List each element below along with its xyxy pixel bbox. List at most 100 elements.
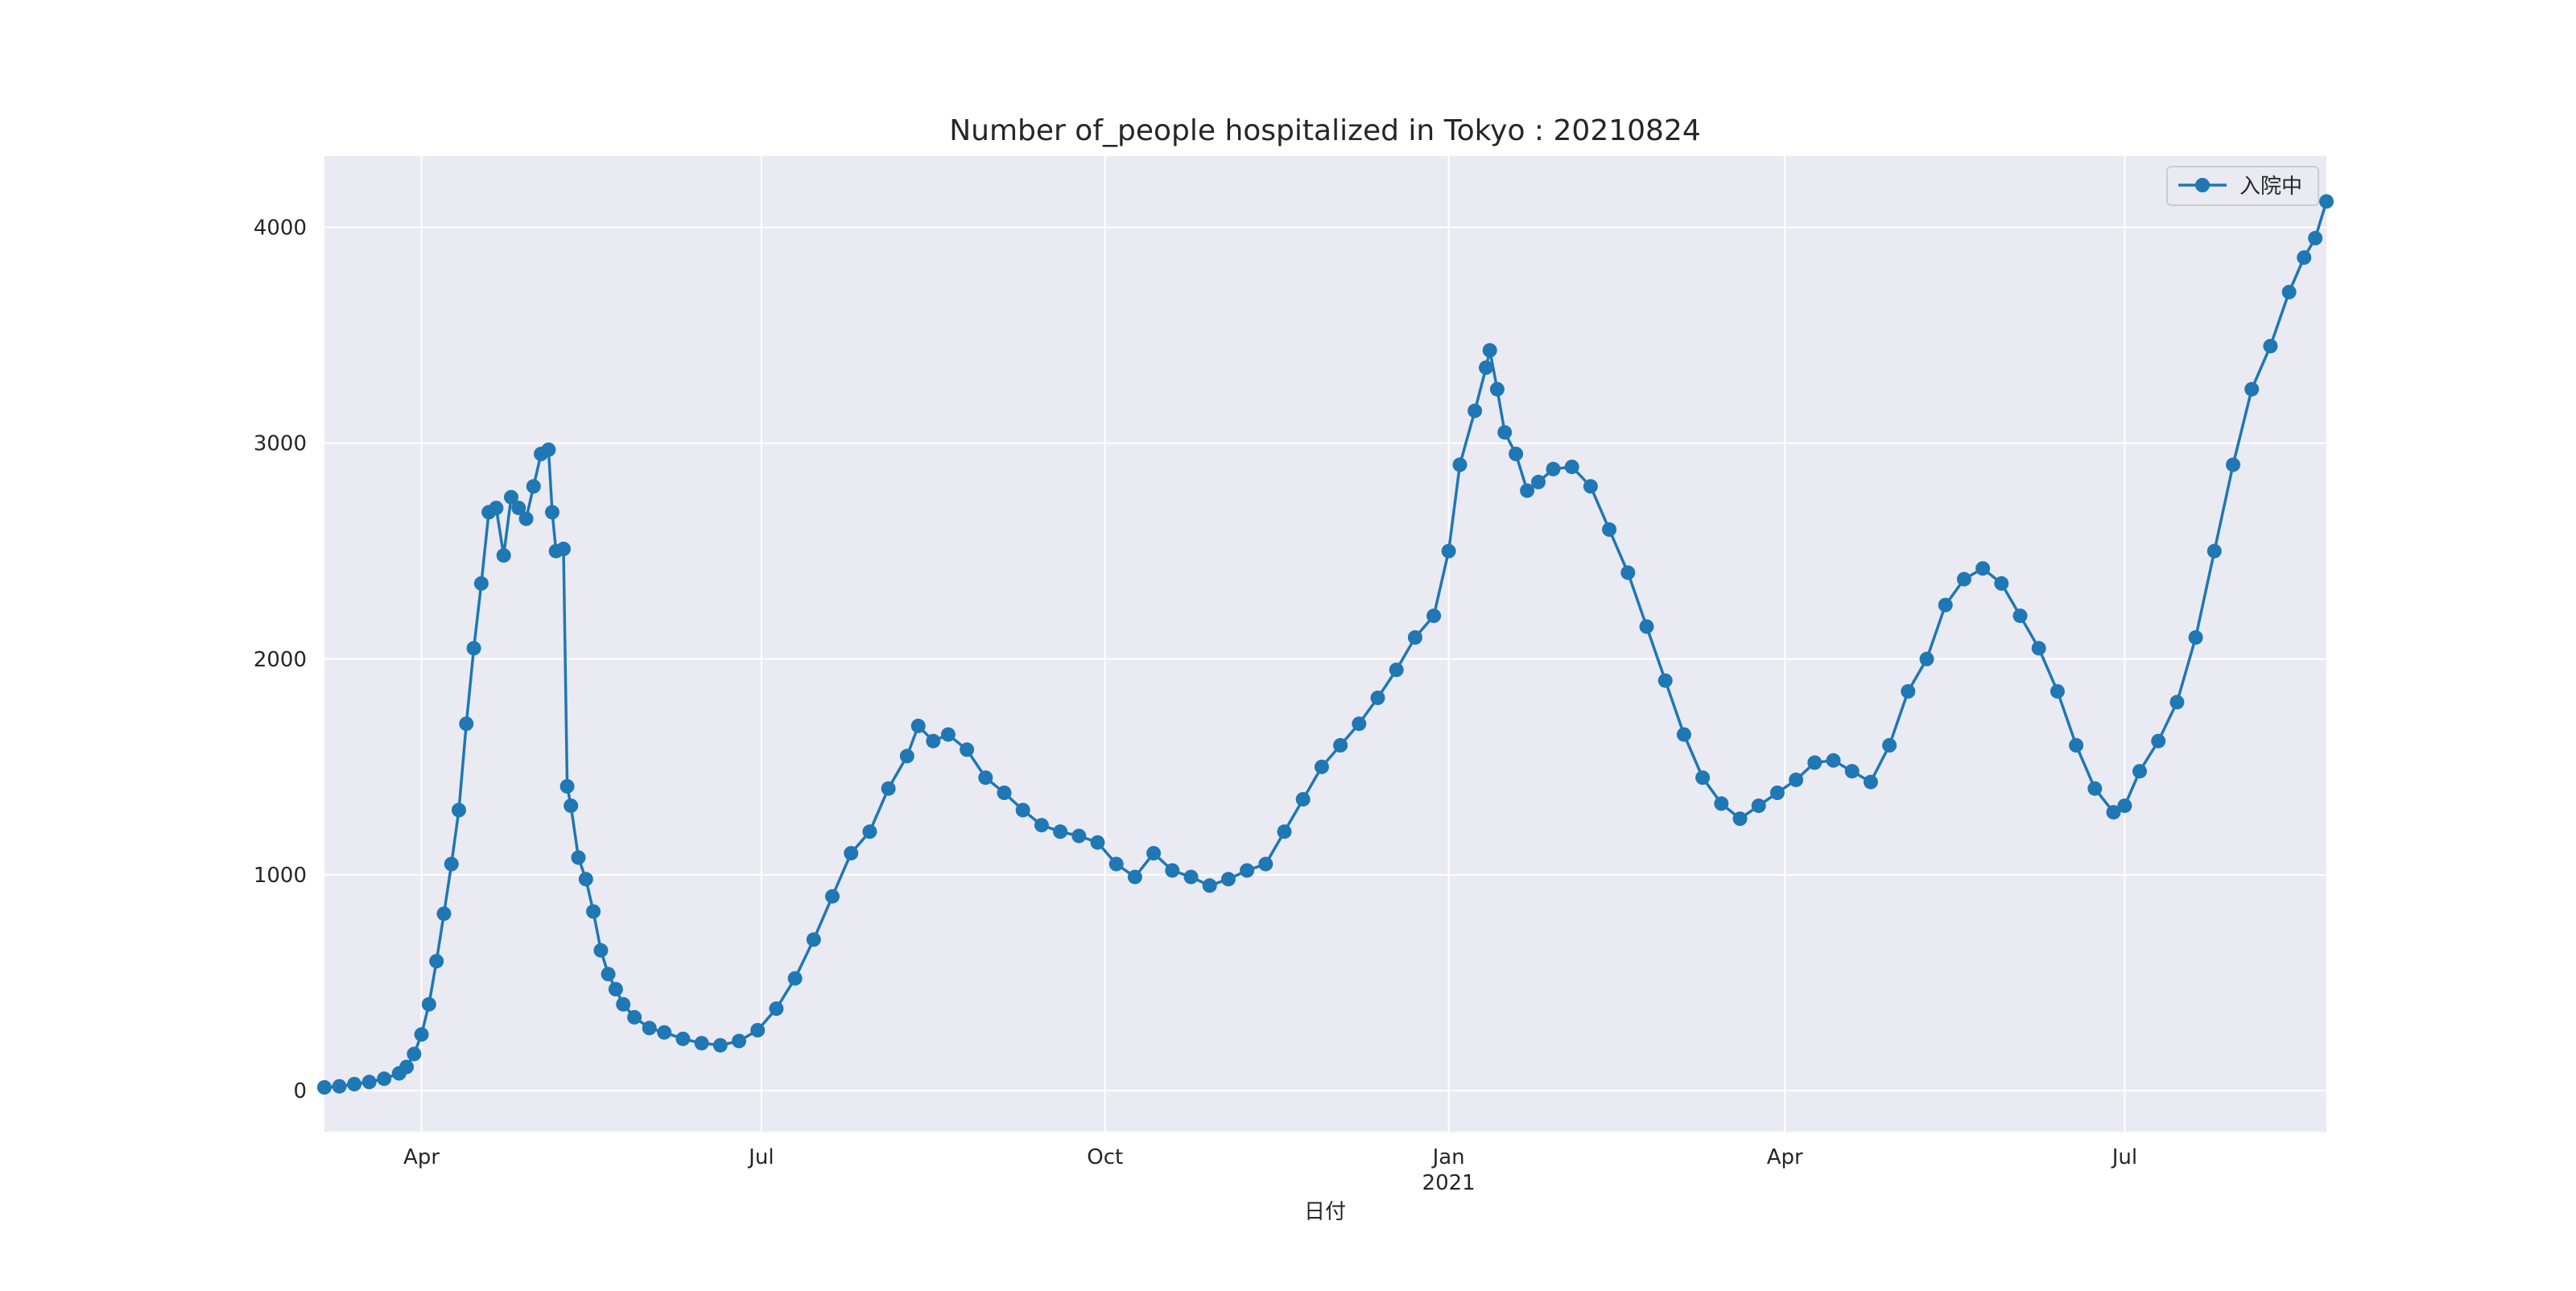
data-point [2169, 695, 2185, 710]
x-tick-label: Jan [1431, 1145, 1465, 1169]
data-point [1441, 543, 1456, 559]
data-point [545, 505, 559, 520]
data-point [1277, 824, 1292, 839]
data-point [642, 1021, 657, 1036]
data-point [844, 846, 859, 861]
data-point [960, 742, 975, 757]
data-point [1407, 630, 1422, 645]
data-point [1844, 764, 1860, 779]
data-point [1901, 684, 1916, 699]
data-point [694, 1036, 709, 1051]
data-point [2281, 284, 2297, 299]
data-point [608, 982, 623, 996]
data-point [1352, 716, 1367, 732]
data-point [1370, 691, 1385, 705]
y-tick-label: 0 [293, 1079, 307, 1103]
data-point [421, 996, 436, 1012]
plot-background [324, 156, 2326, 1132]
legend-box [2166, 166, 2319, 206]
y-tick-label: 3000 [254, 432, 307, 456]
series-points [317, 194, 2334, 1095]
data-point [526, 479, 541, 494]
data-point [1956, 571, 1971, 587]
data-point [2226, 457, 2240, 472]
data-point [436, 906, 452, 922]
data-point [473, 575, 489, 591]
data-point [750, 1023, 766, 1037]
data-point [541, 442, 556, 457]
data-point [1452, 457, 1468, 472]
data-point [1751, 798, 1766, 814]
data-point [377, 1071, 392, 1087]
data-point [399, 1059, 415, 1074]
data-point [511, 501, 526, 516]
data-point [1620, 565, 1636, 580]
data-point [1034, 818, 1049, 833]
data-point [806, 932, 821, 947]
data-point [787, 971, 803, 986]
data-point [1482, 343, 1497, 358]
data-point [1333, 738, 1348, 753]
x-tick-label: Jul [2111, 1145, 2137, 1169]
data-point [1090, 835, 1105, 850]
x-tick-label: Apr [403, 1145, 440, 1169]
data-point [1479, 360, 1493, 375]
data-point [489, 501, 504, 516]
x-tick-label: Jul [747, 1145, 774, 1169]
data-point [1146, 846, 1162, 861]
data-point [2207, 543, 2222, 559]
data-point [1789, 772, 1804, 787]
data-point [627, 1009, 642, 1025]
data-point [1882, 738, 1897, 753]
data-point [862, 824, 877, 839]
data-point [657, 1025, 672, 1040]
data-point [593, 942, 609, 958]
data-point [571, 850, 586, 865]
data-point [910, 718, 926, 733]
data-point [997, 786, 1012, 800]
data-point [559, 779, 575, 794]
data-point [459, 716, 474, 732]
data-point [1863, 774, 1878, 790]
data-point [1426, 608, 1442, 624]
data-point [332, 1079, 347, 1094]
data-point [926, 733, 941, 749]
data-point [1531, 474, 1546, 489]
data-point [1520, 483, 1535, 498]
data-point [2297, 250, 2312, 265]
legend-series-name: 入院中 [2240, 175, 2302, 199]
data-point [1695, 770, 1711, 786]
data-point [732, 1033, 746, 1049]
data-point [2031, 641, 2046, 656]
data-point [1165, 863, 1180, 878]
data-point [1053, 824, 1068, 839]
data-point [518, 511, 534, 526]
data-point [1657, 673, 1673, 688]
data-point [1258, 856, 1274, 872]
data-point [1295, 792, 1311, 807]
data-point [1564, 460, 1579, 475]
data-point [1807, 755, 1823, 770]
data-point [1919, 651, 1934, 666]
data-point [1489, 382, 1505, 397]
data-point [978, 770, 993, 786]
chart-title: Number of_people hospitalized in Tokyo :… [949, 114, 1701, 147]
data-point [556, 542, 571, 556]
x-tick-sublabel: 2021 [1422, 1171, 1476, 1195]
data-point [2087, 781, 2103, 796]
y-tick-label: 1000 [254, 864, 307, 888]
data-point [1127, 869, 1142, 885]
data-point [881, 781, 896, 796]
x-axis-label: 日付 [1304, 1200, 1346, 1224]
data-point [1071, 828, 1087, 843]
legend-point-marker [2195, 178, 2210, 192]
data-point [1938, 597, 1953, 613]
data-point [452, 802, 466, 818]
data-point [1714, 796, 1729, 811]
data-point [2117, 798, 2132, 814]
x-tick-label: Apr [1767, 1145, 1803, 1169]
data-point [578, 872, 593, 887]
data-point [2151, 733, 2166, 749]
